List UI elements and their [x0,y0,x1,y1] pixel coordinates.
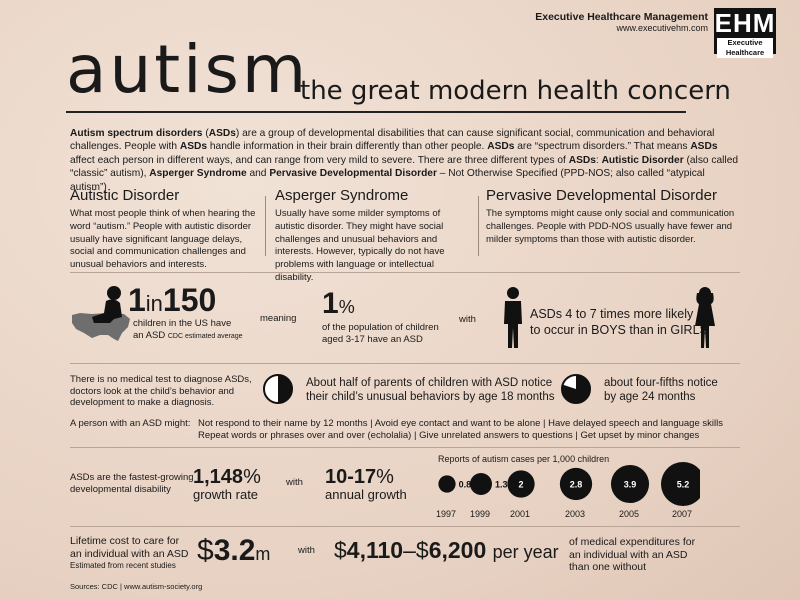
percent-desc: of the population of children aged 3-17 … [322,322,439,345]
cases-bubble-chart: 0.8 1.3 2 2.8 3.9 5.2 [438,462,700,506]
year-label: 2001 [510,509,531,519]
meaning-text: meaning [260,313,297,324]
four-fifths-text: about four-fifths notice by age 24 month… [604,377,718,403]
bubble-2003 [559,467,593,501]
bubble-2005 [610,464,650,504]
chart-title: Reports of autism cases per 1,000 childr… [438,454,610,464]
no-test-text: There is no medical test to diagnose ASD… [70,374,252,408]
medical-expenditure-stat: $4,110–$6,200 per year [334,537,559,563]
logo-text: EHM [714,8,776,38]
growth-rate-stat: 1,148% growth rate [193,466,261,502]
bubble-label-2001: 2 [518,480,523,490]
boy-icon [504,287,522,348]
bubble-1999 [470,473,492,495]
bubble-2007 [661,462,700,506]
signs-list: Not respond to their name by 12 months |… [198,418,723,441]
bubble-2001 [507,470,535,498]
percent-stat: 1% [322,287,355,320]
four-fifths-pie-icon [561,374,591,404]
half-notice-text: About half of parents of children with A… [306,377,555,403]
prevalence-stat: 1in150 [128,282,217,318]
type-autistic-disorder: Autistic Disorder What most people think… [70,187,260,272]
type-title: Autistic Disorder [70,187,180,204]
type-title: Asperger Syndrome [275,187,409,204]
divider [265,196,266,256]
divider [478,196,479,256]
type-text: What most people think of when hearing t… [70,208,256,271]
annual-growth-stat: 10-17% annual growth [325,466,407,502]
prevalence-desc: children in the US have an ASD CDC estim… [133,318,243,341]
type-pdd: Pervasive Developmental Disorder The sym… [486,187,741,246]
bubble-1997 [438,475,456,493]
bubble-label-2007: 5.2 [677,480,690,490]
type-text: The symptoms might cause only social and… [486,208,735,245]
year-label: 2005 [619,509,640,519]
boys-stat: ASDs 4 to 7 times more likely to occur i… [530,307,708,337]
type-text: Usually have some milder symptoms of aut… [275,208,445,283]
section-divider [70,363,740,364]
girl-icon [695,287,715,348]
cost-with-text: with [298,545,315,556]
bubble-label-1999: 1.3 [495,480,508,490]
bubble-label-2003: 2.8 [570,480,583,490]
growth-with-text: with [286,477,303,488]
company-url[interactable]: www.executivehm.com [616,23,708,33]
sources-text: Sources: CDC | www.autism-society.org [70,582,203,591]
lifetime-cost-stat: $3.2m [197,534,271,567]
title-underline [66,111,686,113]
type-title: Pervasive Developmental Disorder [486,187,717,204]
year-label: 1999 [470,509,491,519]
subtitle: the great modern health concern [300,76,731,106]
logo-subtext: Executive Healthcare [717,38,773,58]
us-map-child-icon [72,286,130,341]
year-label: 2003 [565,509,586,519]
ehm-logo[interactable]: EHM Executive Healthcare [714,8,776,58]
section-divider [70,526,740,527]
expenditure-desc: of medical expenditures for an individua… [569,536,696,573]
company-name: Executive Healthcare Management [535,11,708,23]
year-label: 2007 [672,509,693,519]
with-text: with [459,314,476,325]
year-label: 1997 [436,509,457,519]
bubble-label-1997: 0.8 [459,480,472,490]
intro-paragraph: Autism spectrum disorders (ASDs) are a g… [70,128,739,193]
signs-label: A person with an ASD might: [70,418,191,429]
bubble-label-2005: 3.9 [624,480,637,490]
type-asperger: Asperger Syndrome Usually have some mild… [275,187,470,285]
growth-label: ASDs are the fastest-growing development… [70,472,194,495]
half-pie-icon [263,374,293,404]
section-divider [70,272,740,273]
cost-label: Lifetime cost to care for an individual … [70,535,189,570]
main-title: autism [66,31,310,108]
section-divider [70,447,740,448]
